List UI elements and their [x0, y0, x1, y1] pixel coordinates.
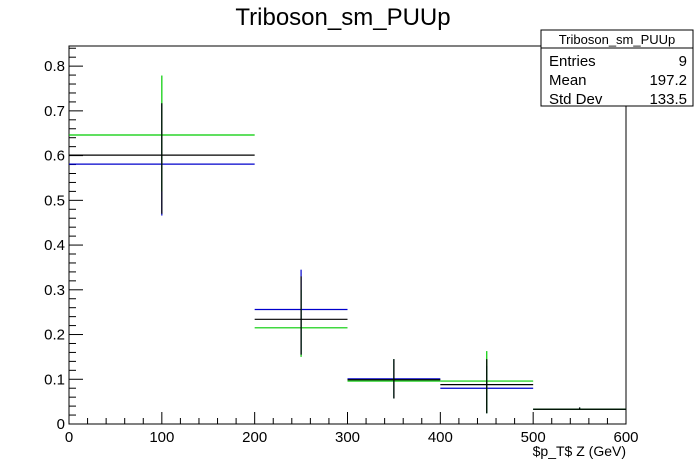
x-axis-label: $p_T$ Z (GeV) [533, 443, 626, 459]
y-tick-label: 0.4 [44, 237, 65, 254]
stats-label: Mean [549, 72, 587, 89]
y-tick-label: 0.1 [44, 371, 65, 388]
y-tick-label: 0.7 [44, 103, 65, 120]
series-1 [69, 75, 626, 414]
y-tick-label: 0.5 [44, 192, 65, 209]
x-tick-label: 200 [242, 429, 267, 446]
stats-value: 133.5 [649, 91, 687, 108]
stats-value: 197.2 [649, 72, 687, 89]
stats-box-border [540, 29, 694, 107]
y-tick-label: 0.3 [44, 282, 65, 299]
y-axis: 0 0.1 0.2 0.3 0.4 0.5 0.6 0.7 0.8 [44, 47, 83, 433]
y-tick-label: 0.2 [44, 327, 65, 344]
x-axis: 0 100 200 300 400 500 600 [65, 412, 639, 446]
data-marks [69, 75, 626, 414]
x-tick-label: 400 [428, 429, 453, 446]
series-2 [69, 103, 626, 414]
y-tick-label: 0.8 [44, 58, 65, 75]
x-tick-label: 600 [613, 429, 638, 446]
x-tick-label: 100 [149, 429, 174, 446]
y-tick-label: 0.6 [44, 148, 65, 165]
stats-title: Triboson_sm_PUUp [559, 32, 676, 47]
stats-value: 9 [679, 53, 687, 70]
stats-label: Entries [549, 53, 596, 70]
x-tick-label: 300 [335, 429, 360, 446]
x-tick-label: 0 [65, 429, 73, 446]
y-tick-label: 0 [57, 416, 65, 433]
stats-box: Triboson_sm_PUUp Entries 9 Mean 197.2 Std Dev… [540, 29, 694, 108]
stats-label: Std Dev [549, 91, 603, 108]
x-tick-label: 500 [521, 429, 546, 446]
series-0 [69, 103, 626, 414]
chart-title: Triboson_sm_PUUp [235, 4, 450, 31]
